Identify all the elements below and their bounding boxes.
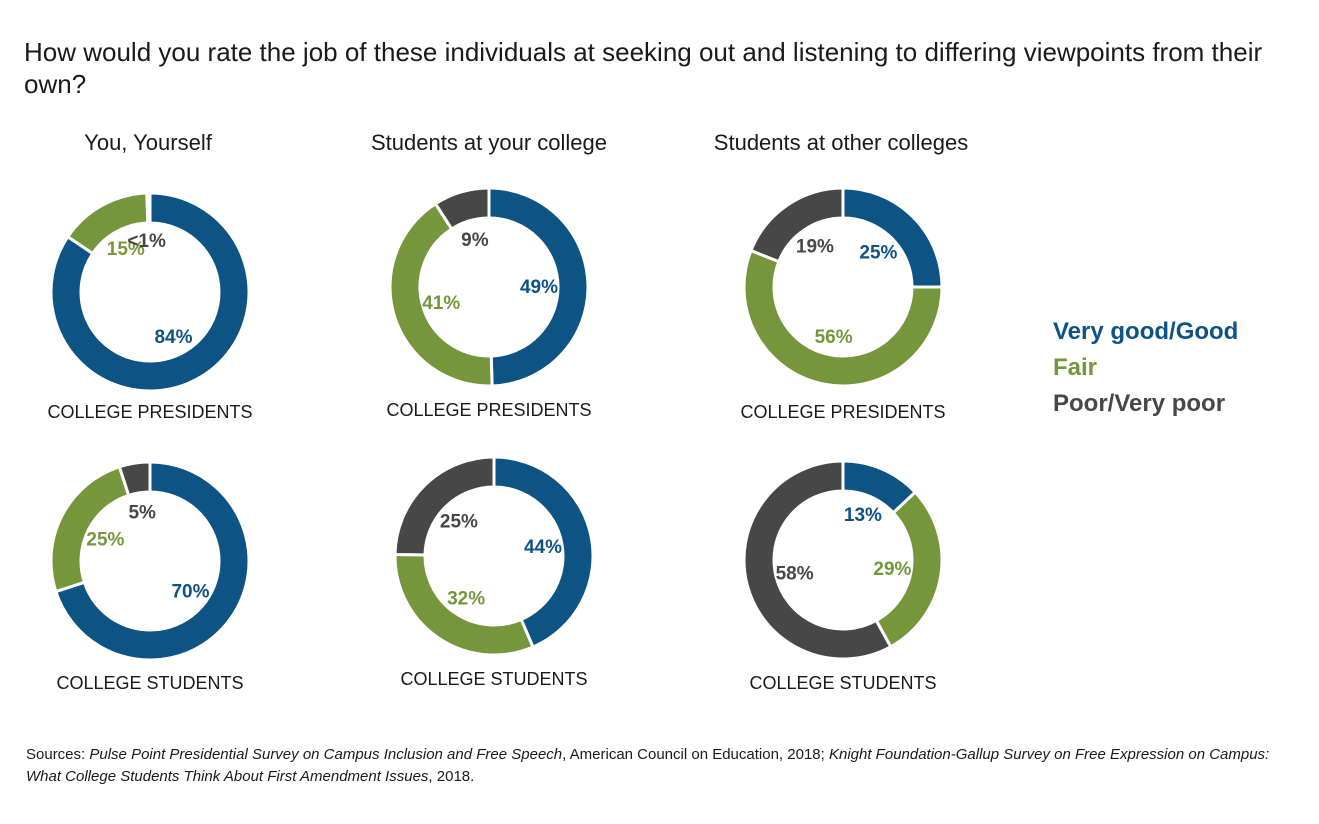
source-prefix: Sources: [26,746,90,763]
group-label: COLLEGE PRESIDENTS [47,402,252,422]
data-label-poor: 9% [461,230,489,251]
legend-very-good: Very good/Good [1053,318,1239,345]
data-label-fair: 25% [86,529,124,550]
donut-chart-4: 70% 25%5% COLLEGE STUDENTS [49,460,251,693]
group-label: COLLEGE STUDENTS [56,673,243,693]
donut-slice-poor [433,186,491,232]
source-title-1: Pulse Point Presidential Survey on Campu… [89,746,563,763]
donut-slice-poor [742,459,893,661]
donut-slice-fair [742,248,944,388]
group-label: COLLEGE STUDENTS [400,669,587,689]
donut-slice-poor [393,455,496,557]
data-label-poor: <1% [127,231,166,252]
donut-chart-3: 25% 56% 19% COLLEGE PRESIDENTS [740,186,946,422]
donut-chart-5: 44% 32% 25% COLLEGE STUDENTS [393,455,595,689]
donut-slice-fair [388,201,494,388]
data-label-poor: 58% [776,563,814,584]
donut-slice-very-good [841,186,944,289]
donut-slice-very-good [487,186,590,388]
data-label-poor: 25% [440,511,478,532]
data-label-very-good: 25% [859,243,897,264]
data-label-very-good: 44% [524,537,562,558]
source-mid: , American Council on Education, 2018; [562,746,829,763]
data-label-fair: 41% [422,293,460,314]
data-label-fair: 29% [873,559,911,580]
data-label-fair: 32% [447,589,485,610]
donut-slice-poor [749,186,845,264]
donut-slice-poor [117,460,152,498]
legend-fair: Fair [1053,354,1098,381]
donut-chart-2: 49% 41% 9% COLLEGE PRESIDENTS [386,186,592,420]
donut-slice-very-good [492,455,595,649]
column-title-you-yourself: You, Yourself [84,130,212,155]
group-label: COLLEGE PRESIDENTS [386,400,591,420]
data-label-very-good: 49% [520,277,558,298]
data-label-very-good: 84% [154,327,192,348]
data-label-fair: 15% [107,239,145,260]
data-label-poor: 19% [796,237,834,258]
source-title-2: Knight Foundation-Gallup Survey on Free … [26,746,1270,785]
donut-slice-very-good [49,191,251,393]
donut-chart-1: 84% 15%<1% COLLEGE PRESIDENTS [47,191,253,422]
donut-slice-poor [145,191,152,225]
donut-slice-very-good [53,460,251,662]
column-title-students-other-colleges: Students at other colleges [713,130,969,155]
data-label-poor: 5% [128,503,156,524]
source-suffix: , 2018. [428,768,475,785]
data-label-very-good: 70% [171,581,209,602]
group-label: COLLEGE STUDENTS [749,673,936,693]
legend-poor: Poor/Very poor [1053,390,1226,417]
group-label: COLLEGE PRESIDENTS [740,402,945,422]
column-title-students-your-college: Students at your college [370,130,608,155]
data-label-fair: 56% [815,327,853,348]
source-note: Sources: Pulse Point Presidential Survey… [26,744,1296,788]
chart-title: How would you rate the job of these indi… [24,37,1263,99]
donut-chart-6: 13% 29% 58% COLLEGE STUDENTS [742,459,944,693]
data-label-very-good: 13% [844,505,882,526]
